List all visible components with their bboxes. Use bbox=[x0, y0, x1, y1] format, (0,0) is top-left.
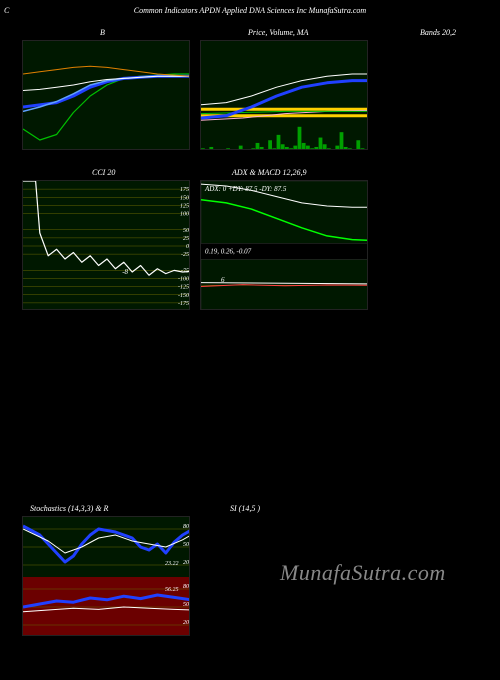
page-title: Common Indicators APDN Applied DNA Scien… bbox=[134, 6, 366, 15]
svg-text:100: 100 bbox=[180, 212, 189, 218]
svg-text:50: 50 bbox=[183, 542, 189, 548]
panel-d-label: ADX & MACD 12,26,9 bbox=[232, 168, 306, 177]
svg-text:150: 150 bbox=[180, 195, 189, 201]
svg-text:80: 80 bbox=[183, 524, 189, 530]
chart-panel-d: ADX: 0 +DY: 87.5 -DY: 87.50.19, 0.26, -0… bbox=[200, 180, 368, 310]
svg-text:20: 20 bbox=[183, 620, 189, 626]
panel-f-label: SI (14,5 ) bbox=[230, 504, 260, 513]
svg-text:20: 20 bbox=[183, 560, 189, 566]
panel-c-label: CCI 20 bbox=[92, 168, 115, 177]
svg-text:-175: -175 bbox=[178, 301, 189, 307]
svg-text:-100: -100 bbox=[178, 277, 189, 283]
watermark: MunafaSutra.com bbox=[280, 560, 446, 586]
svg-text:80: 80 bbox=[183, 584, 189, 590]
chart-panel-a bbox=[22, 40, 190, 150]
chart-panel-b bbox=[200, 40, 368, 150]
svg-text:-8: -8 bbox=[122, 268, 128, 276]
svg-text:23.22: 23.22 bbox=[165, 561, 179, 567]
svg-text:0: 0 bbox=[186, 244, 189, 250]
corner-label: C bbox=[4, 6, 9, 15]
chart-panel-c: 17515012510050250-25-75-100-125-150-175-… bbox=[22, 180, 190, 310]
panel-e-label: Stochastics (14,3,3) & R bbox=[30, 504, 108, 513]
svg-text:0.19, 0.26, -0.07: 0.19, 0.26, -0.07 bbox=[205, 247, 252, 255]
svg-text:25: 25 bbox=[183, 236, 189, 242]
svg-text:50: 50 bbox=[183, 228, 189, 234]
chart-panel-e: 20 50 80 23.22 20 50 80 56.25 bbox=[22, 516, 190, 636]
svg-text:-25: -25 bbox=[181, 252, 189, 258]
svg-text:6: 6 bbox=[221, 276, 225, 284]
svg-text:-125: -125 bbox=[178, 285, 189, 291]
svg-text:-150: -150 bbox=[178, 293, 189, 299]
svg-text:175: 175 bbox=[180, 187, 189, 193]
panel-b-label: Price, Volume, MA bbox=[248, 28, 308, 37]
svg-text:125: 125 bbox=[180, 203, 189, 209]
svg-text:50: 50 bbox=[183, 602, 189, 608]
svg-text:56.25: 56.25 bbox=[165, 587, 179, 593]
panel-a-label: B bbox=[100, 28, 105, 37]
panel-b-right-label: Bands 20,2 bbox=[420, 28, 456, 37]
